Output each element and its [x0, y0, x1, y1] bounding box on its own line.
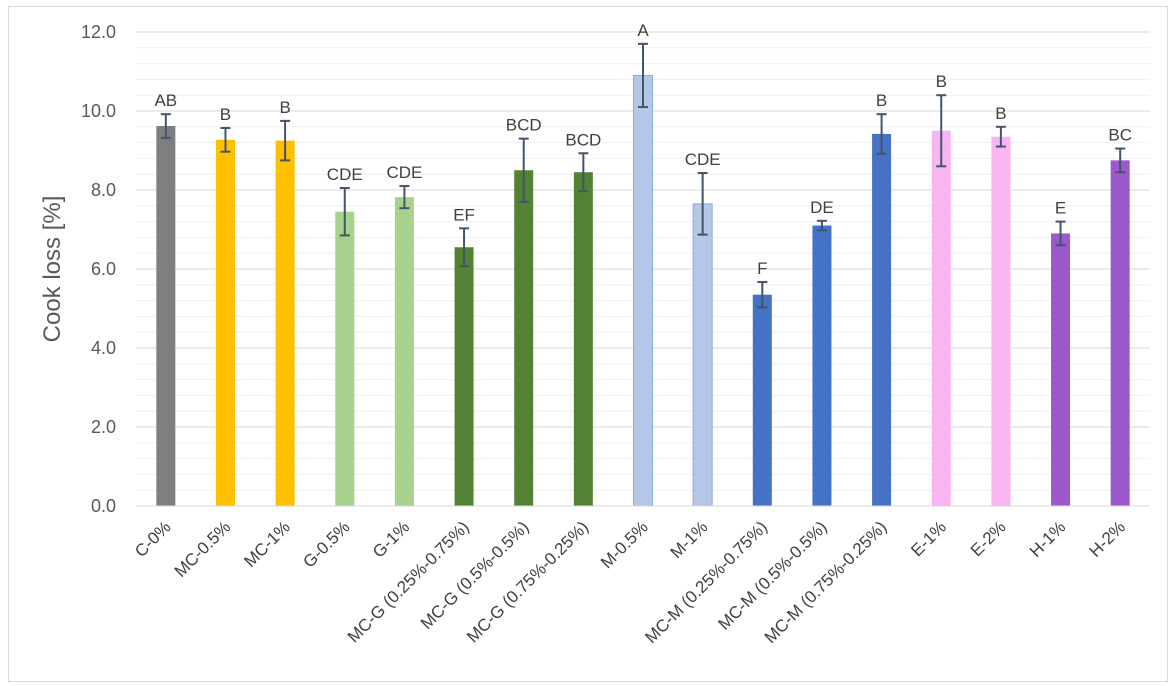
- significance-letter: A: [637, 21, 649, 40]
- significance-letter: B: [995, 104, 1006, 123]
- significance-letter: CDE: [327, 165, 363, 184]
- x-tick-label: C-0%: [131, 517, 174, 560]
- x-axis-labels: C-0%MC-0.5% MC-1% G-0.5% G-1%MC-G (0.25%-0.…: [131, 517, 1129, 647]
- x-tick-label: M-0.5%: [597, 517, 652, 572]
- x-tick-label: MC-M (0.5%-0.5%): [714, 517, 830, 633]
- x-tick-label: M-1%: [667, 517, 712, 562]
- x-tick-label: E-1%: [907, 517, 950, 560]
- bar: [573, 172, 593, 506]
- significance-letter: F: [757, 259, 767, 278]
- bar: [156, 126, 176, 506]
- significance-letter: B: [936, 72, 947, 91]
- x-tick-label: G-0.5%: [299, 517, 353, 571]
- y-axis-title: Cook loss [%]: [39, 196, 66, 343]
- y-axis-ticks: 0.0 2.0 4.0 6.0 8.0 10.0 12.0: [81, 22, 116, 516]
- bar: [394, 197, 414, 507]
- significance-letters: AB B B CDE CDE EF BCD BCD A CDE F DE B B B E BC: [154, 21, 1132, 278]
- bar: [633, 74, 653, 507]
- significance-letter: BC: [1108, 126, 1132, 145]
- y-tick-label: 4.0: [91, 338, 116, 358]
- x-tick-label: MC-G (0.75%-0.25%): [463, 517, 592, 646]
- y-tick-label: 0.0: [91, 496, 116, 516]
- x-tick-label: MC-1%: [240, 517, 294, 571]
- y-tick-label: 12.0: [81, 22, 116, 42]
- significance-letter: CDE: [685, 150, 721, 169]
- bar: [991, 136, 1011, 507]
- significance-letter: B: [220, 105, 231, 124]
- bar: [1110, 160, 1130, 506]
- significance-letter: EF: [453, 205, 475, 224]
- x-tick-label: MC-G (0.5%-0.5%): [417, 517, 533, 633]
- bar: [752, 294, 772, 506]
- bar: [812, 225, 832, 507]
- y-tick-label: 10.0: [81, 101, 116, 121]
- x-tick-label: H-2%: [1086, 517, 1129, 560]
- significance-letter: BCD: [506, 116, 542, 135]
- significance-letter: E: [1055, 199, 1066, 218]
- significance-letter: B: [876, 91, 887, 110]
- y-tick-label: 2.0: [91, 417, 116, 437]
- y-tick-label: 6.0: [91, 259, 116, 279]
- significance-letter: DE: [810, 198, 834, 217]
- significance-letter: AB: [154, 91, 177, 110]
- bar: [454, 247, 474, 506]
- bar: [335, 211, 355, 506]
- bar: [215, 139, 235, 506]
- x-tick-label: MC-0.5%: [171, 517, 235, 581]
- bar: [275, 140, 295, 506]
- error-bars: [160, 42, 1126, 309]
- bar: [692, 203, 713, 507]
- x-tick-label: E-2%: [967, 517, 1010, 560]
- bar: [1051, 233, 1071, 506]
- significance-letter: CDE: [386, 163, 422, 182]
- significance-letter: B: [279, 98, 290, 117]
- x-tick-label: MC-M (0.75%-0.25%): [761, 517, 891, 647]
- bar: [931, 130, 951, 506]
- x-tick-label: G-1%: [369, 517, 413, 561]
- significance-letter: BCD: [565, 130, 601, 149]
- bars: [156, 74, 1130, 507]
- bar: [872, 133, 892, 506]
- x-tick-label: H-1%: [1026, 517, 1069, 560]
- bar: [514, 170, 534, 506]
- y-tick-label: 8.0: [91, 180, 116, 200]
